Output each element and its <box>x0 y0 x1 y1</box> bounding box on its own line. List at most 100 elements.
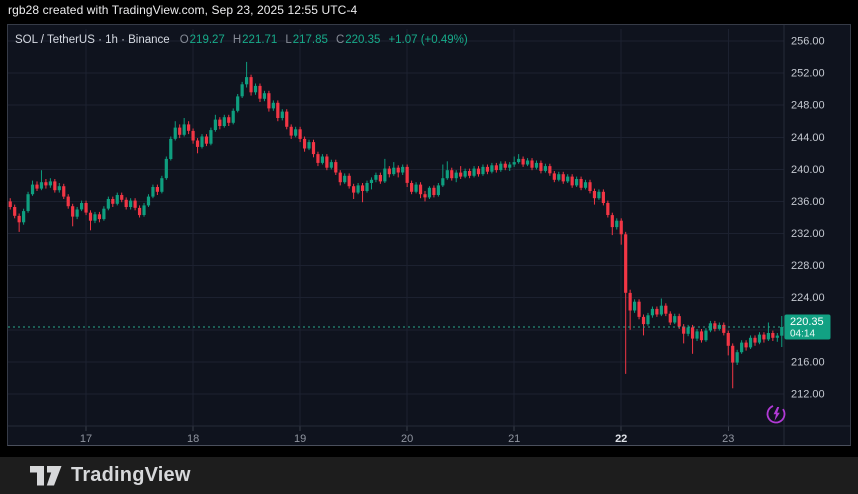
candle[interactable] <box>329 159 333 170</box>
candle[interactable] <box>597 189 601 200</box>
candle[interactable] <box>740 340 744 354</box>
candle[interactable] <box>191 128 195 144</box>
candle[interactable] <box>619 218 623 245</box>
candle[interactable] <box>633 299 637 313</box>
candle[interactable] <box>106 196 110 211</box>
candle[interactable] <box>534 160 539 170</box>
candle[interactable] <box>423 191 427 202</box>
candle[interactable] <box>44 179 48 189</box>
candle[interactable] <box>673 313 677 325</box>
candle[interactable] <box>780 316 784 347</box>
candle[interactable] <box>227 114 231 126</box>
candle[interactable] <box>57 183 61 193</box>
candle[interactable] <box>677 313 681 329</box>
candle[interactable] <box>294 126 298 138</box>
candle[interactable] <box>137 205 142 218</box>
price-axis[interactable] <box>784 25 850 445</box>
candle[interactable] <box>552 171 556 183</box>
candle[interactable] <box>521 156 525 167</box>
candle[interactable] <box>97 211 102 223</box>
candle[interactable] <box>111 196 115 207</box>
candle[interactable] <box>325 154 329 171</box>
candle[interactable] <box>160 175 164 194</box>
candle[interactable] <box>365 180 369 193</box>
candle[interactable] <box>418 182 423 199</box>
candle[interactable] <box>753 335 757 346</box>
candle[interactable] <box>601 189 605 206</box>
candle[interactable] <box>195 138 200 154</box>
candle[interactable] <box>637 299 641 320</box>
candle[interactable] <box>62 183 66 199</box>
candle[interactable] <box>285 109 289 130</box>
candle[interactable] <box>517 154 521 164</box>
candle[interactable] <box>485 164 490 175</box>
candle[interactable] <box>249 74 253 96</box>
candle[interactable] <box>26 191 30 213</box>
candle[interactable] <box>378 172 382 184</box>
candle[interactable] <box>200 134 204 149</box>
candle[interactable] <box>450 167 454 181</box>
candle[interactable] <box>583 179 588 190</box>
candle[interactable] <box>624 231 628 374</box>
candle[interactable] <box>436 183 440 197</box>
candle[interactable] <box>503 161 507 171</box>
candle[interactable] <box>231 108 235 125</box>
candle[interactable] <box>401 164 405 176</box>
candle[interactable] <box>695 329 699 341</box>
candle[interactable] <box>124 197 128 210</box>
candle[interactable] <box>459 166 463 179</box>
candle[interactable] <box>726 330 730 356</box>
candle[interactable] <box>115 192 119 206</box>
candle[interactable] <box>209 127 213 146</box>
candle[interactable] <box>463 168 467 179</box>
chart-legend[interactable]: SOL / TetherUS · 1h · Binance O219.27 H2… <box>15 34 468 46</box>
candle[interactable] <box>606 200 610 218</box>
candle[interactable] <box>316 151 320 167</box>
tradingview-wordmark[interactable]: TradingView <box>71 464 191 486</box>
candle[interactable] <box>84 200 88 216</box>
candle[interactable] <box>481 164 485 176</box>
candle[interactable] <box>704 328 708 342</box>
candle[interactable] <box>360 183 365 203</box>
candle[interactable] <box>120 192 124 203</box>
candle[interactable] <box>664 303 668 317</box>
candle[interactable] <box>151 184 155 199</box>
candle[interactable] <box>566 174 570 183</box>
candle[interactable] <box>178 124 182 139</box>
candle[interactable] <box>392 162 396 176</box>
candle[interactable] <box>441 164 445 188</box>
candle[interactable] <box>267 90 271 112</box>
candle[interactable] <box>543 163 547 173</box>
candle[interactable] <box>650 306 655 318</box>
candle[interactable] <box>708 320 713 333</box>
candlestick-chart[interactable]: 212.00216.00220.00224.00228.00232.00236.… <box>8 25 850 445</box>
candle[interactable] <box>490 162 494 174</box>
candle[interactable] <box>164 156 168 180</box>
candle[interactable] <box>561 171 565 184</box>
candle[interactable] <box>557 171 561 182</box>
candle[interactable] <box>722 322 726 336</box>
candle[interactable] <box>48 178 52 188</box>
candle[interactable] <box>476 166 481 177</box>
candle[interactable] <box>410 180 414 195</box>
candle[interactable] <box>592 188 597 205</box>
candle[interactable] <box>615 218 619 230</box>
candle[interactable] <box>187 121 191 135</box>
candle[interactable] <box>570 174 574 188</box>
tradingview-logo-icon[interactable] <box>30 465 62 486</box>
candle[interactable] <box>610 212 614 236</box>
candle[interactable] <box>311 139 316 158</box>
candle[interactable] <box>396 165 400 178</box>
candle[interactable] <box>30 180 35 196</box>
candle[interactable] <box>383 158 387 183</box>
candle[interactable] <box>427 186 432 199</box>
candle[interactable] <box>512 156 516 167</box>
candle[interactable] <box>343 173 347 184</box>
candle[interactable] <box>588 179 592 194</box>
candle[interactable] <box>352 183 356 199</box>
candle[interactable] <box>414 182 418 194</box>
candle[interactable] <box>236 94 240 113</box>
candle[interactable] <box>775 333 779 342</box>
candle[interactable] <box>129 198 133 210</box>
candle[interactable] <box>668 311 672 325</box>
